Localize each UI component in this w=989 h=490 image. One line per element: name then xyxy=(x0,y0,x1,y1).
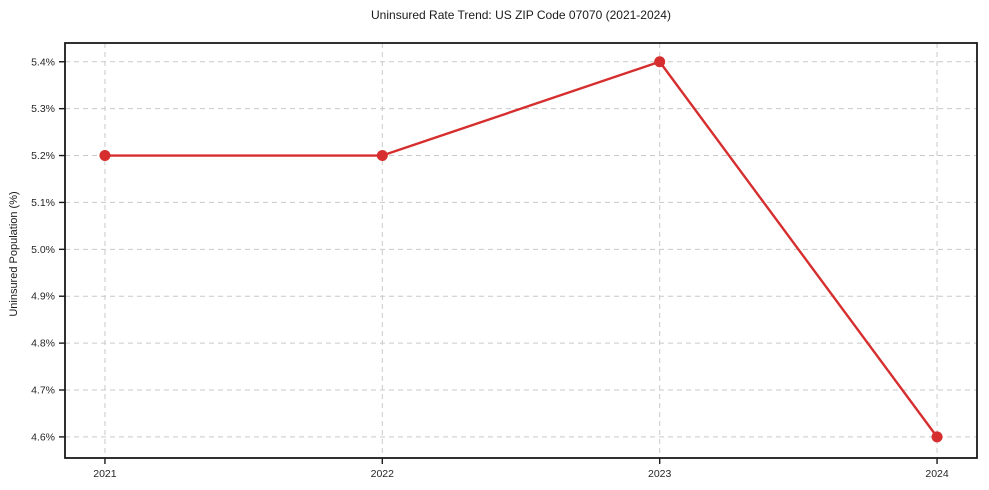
data-point xyxy=(376,150,388,162)
y-tick-label: 5.4% xyxy=(31,56,55,68)
y-tick-label: 4.8% xyxy=(31,338,55,350)
y-tick-label: 4.6% xyxy=(31,431,55,443)
y-tick-label: 5.1% xyxy=(31,197,55,209)
x-tick-label: 2021 xyxy=(93,468,117,480)
data-point xyxy=(99,150,111,162)
chart-title: Uninsured Rate Trend: US ZIP Code 07070 … xyxy=(371,8,671,22)
data-point xyxy=(654,56,666,68)
data-line xyxy=(103,60,939,439)
y-tick-label: 4.7% xyxy=(31,385,55,397)
y-tick-label: 4.9% xyxy=(31,291,55,303)
y-tick-label: 5.0% xyxy=(31,244,55,256)
x-tick-label: 2024 xyxy=(925,468,949,480)
y-tick-label: 5.3% xyxy=(31,103,55,115)
x-tick-label: 2023 xyxy=(648,468,672,480)
y-tick-label: 5.2% xyxy=(31,150,55,162)
data-point xyxy=(931,431,943,443)
plot-border xyxy=(64,42,978,459)
x-tick-label: 2022 xyxy=(371,468,395,480)
